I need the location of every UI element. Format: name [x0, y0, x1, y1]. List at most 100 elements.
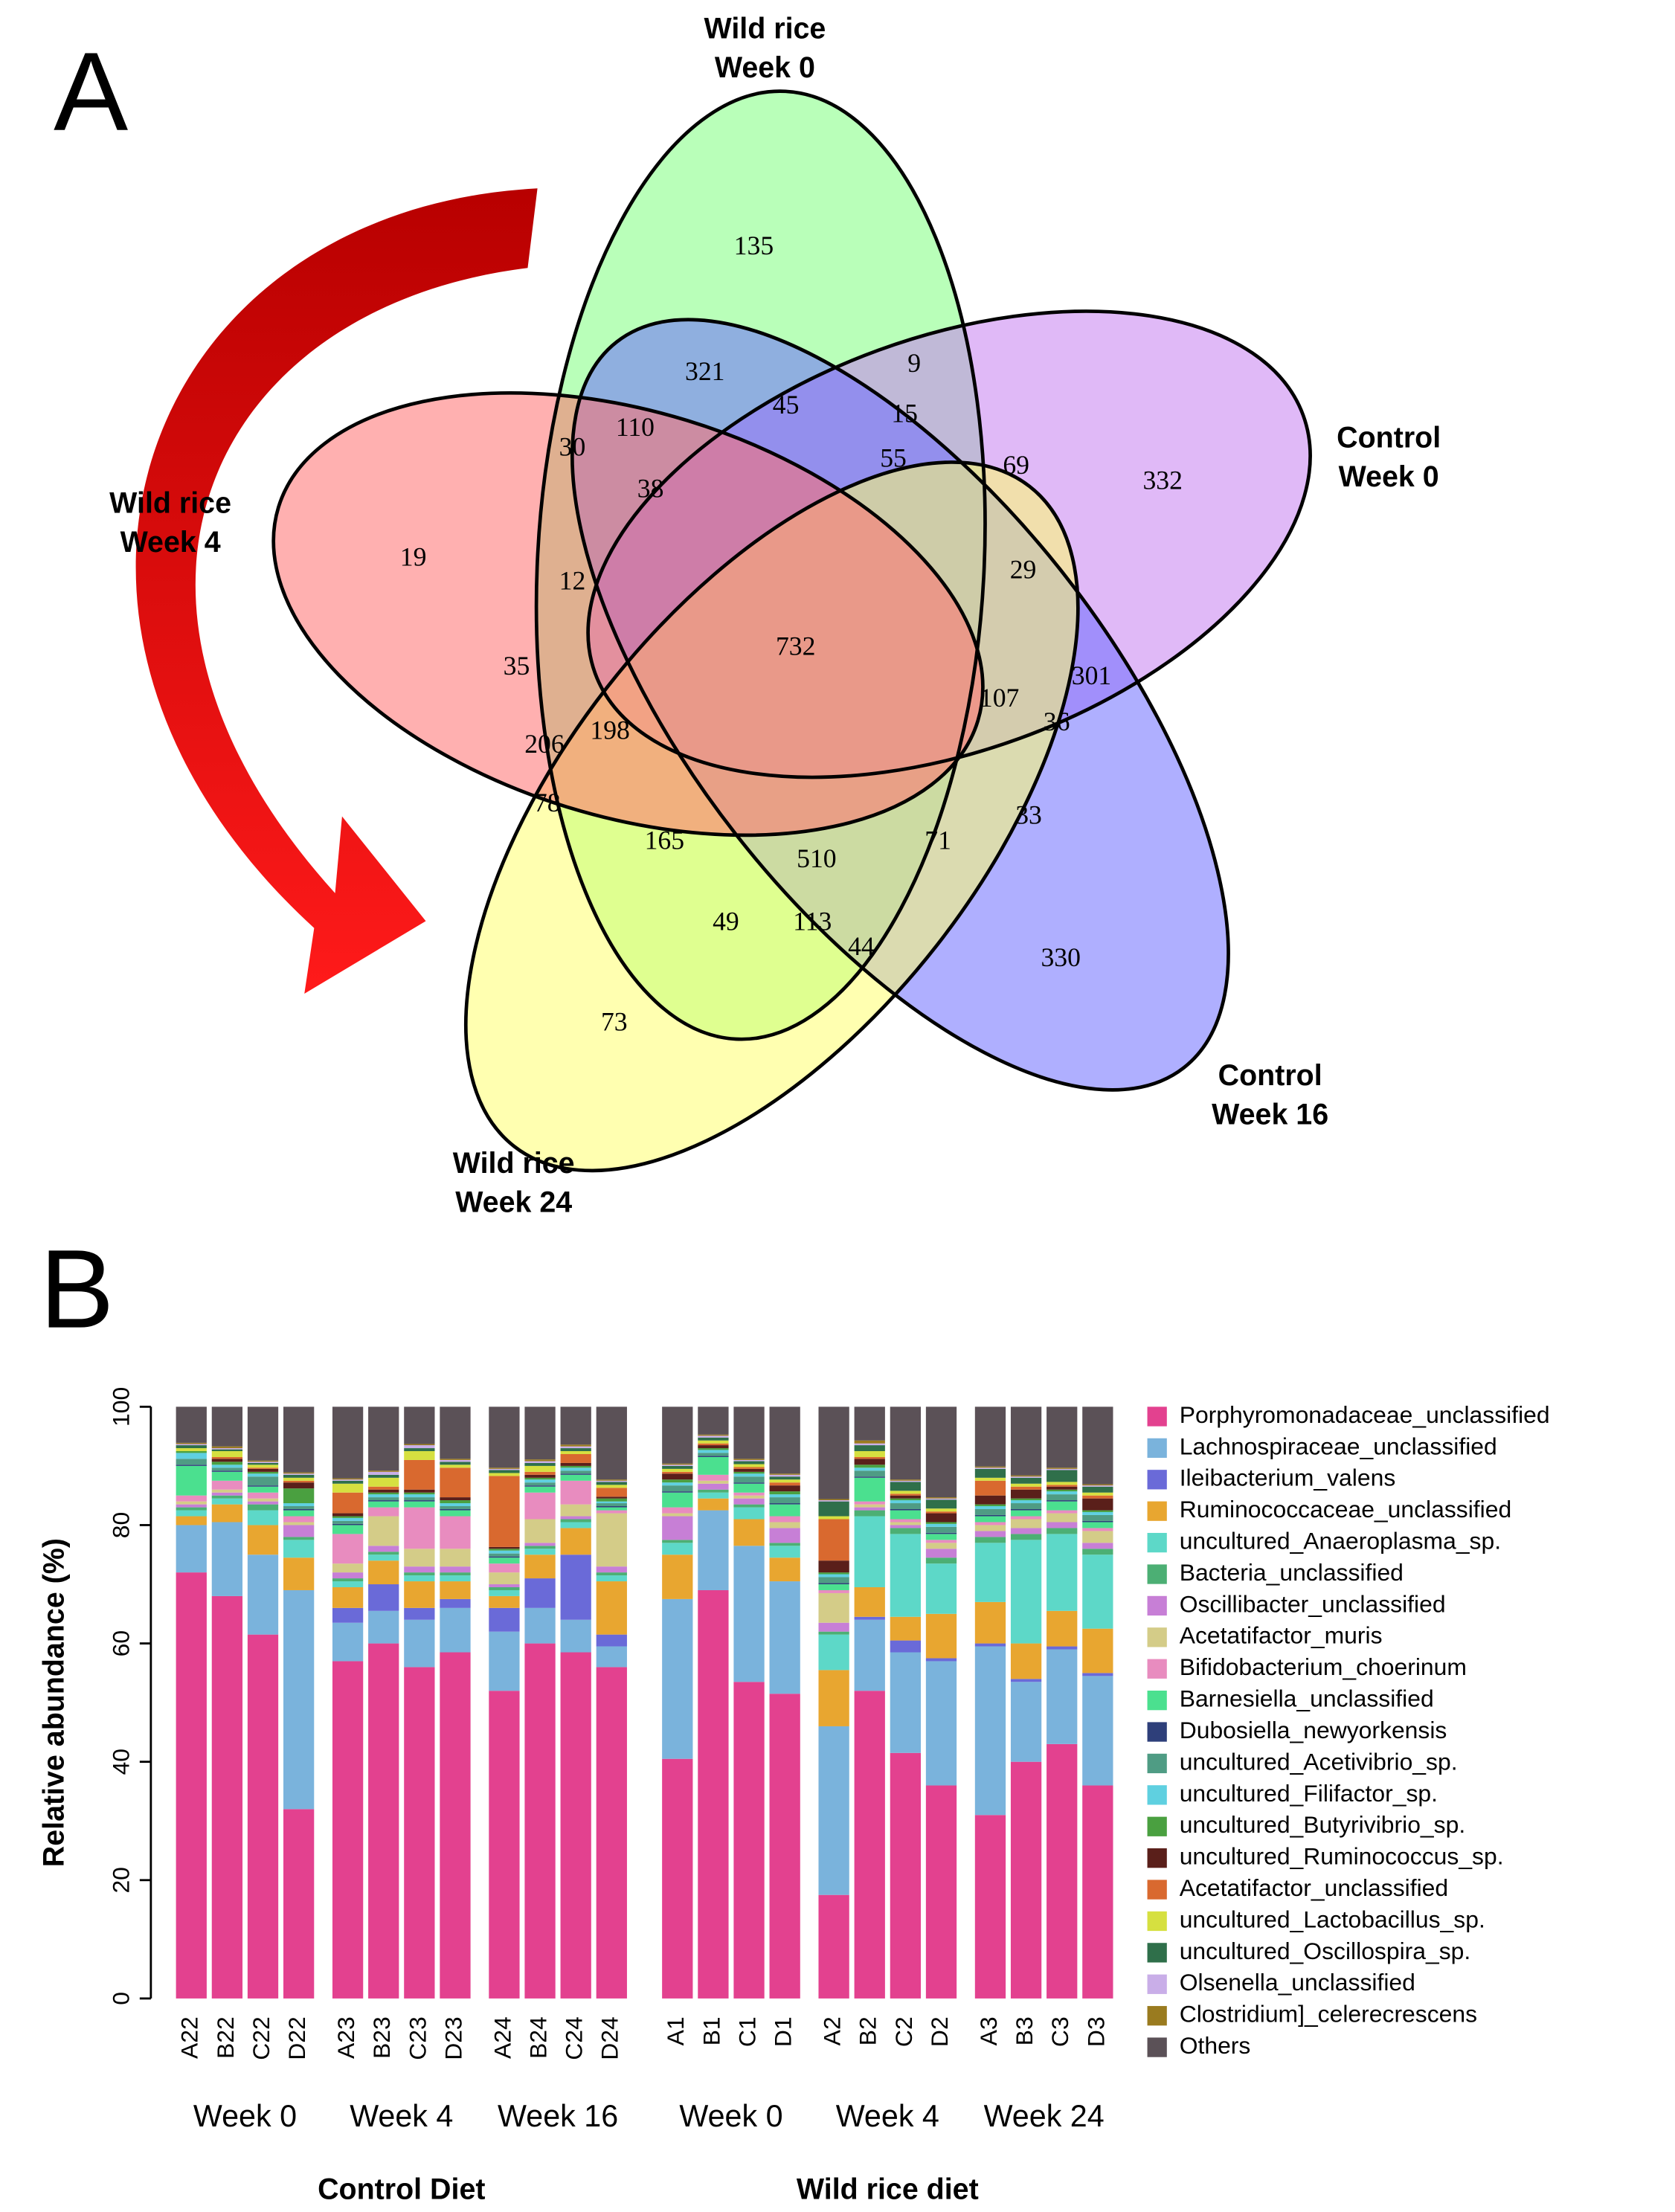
bar-segment	[283, 1477, 315, 1481]
bar-segment	[524, 1471, 556, 1475]
bar-segment	[733, 1504, 765, 1508]
bar-segment	[247, 1462, 279, 1463]
bar-segment	[1082, 1486, 1113, 1493]
diet-label: Wild rice diet	[797, 2173, 979, 2205]
bar-segment	[769, 1491, 800, 1495]
legend-label: uncultured_Butyrivibrio_sp.	[1180, 1811, 1465, 1838]
bar-segment	[818, 1631, 849, 1635]
bar-segment	[733, 1519, 765, 1546]
bar-segment	[925, 1785, 957, 1999]
bar-segment	[211, 1595, 243, 1999]
bar-segment	[733, 1482, 765, 1484]
bar-segment	[854, 1470, 885, 1477]
bar-segment	[489, 1631, 520, 1691]
bar-segment	[854, 1691, 885, 1999]
bar-segment	[769, 1494, 800, 1498]
bar-segment	[974, 1646, 1006, 1816]
bar-segment	[368, 1492, 399, 1495]
bar-segment	[524, 1462, 556, 1466]
bar-segment	[1047, 1482, 1078, 1485]
bar-segment	[818, 1572, 849, 1575]
bar-segment	[1010, 1528, 1042, 1534]
bar-segment	[404, 1492, 435, 1495]
bar-segment	[440, 1462, 471, 1465]
bar-segment	[176, 1451, 207, 1453]
bar-segment	[1010, 1761, 1042, 1999]
bar-segment	[698, 1445, 729, 1449]
bar-segment	[440, 1510, 471, 1517]
bar-segment	[283, 1809, 315, 1999]
set-outline	[271, 391, 985, 837]
bar-segment	[560, 1522, 591, 1528]
legend-label: Ruminococcaceae_unclassified	[1180, 1496, 1511, 1523]
bar-segment	[925, 1658, 957, 1662]
x-tick-label: D1	[770, 2016, 797, 2047]
bar-segment	[854, 1501, 885, 1505]
bar-segment	[368, 1486, 399, 1490]
bar-segment	[854, 1465, 885, 1468]
legend-label: uncultured_Anaeroplasma_sp.	[1180, 1528, 1501, 1554]
bar-segment	[560, 1519, 591, 1523]
bar-segment	[211, 1446, 243, 1449]
bar-segment	[662, 1543, 693, 1555]
region-count: 301	[1072, 660, 1111, 690]
bar-segment	[1010, 1516, 1042, 1520]
bar-segment	[596, 1482, 627, 1485]
bar-segment	[247, 1485, 279, 1487]
bar-segment	[596, 1506, 627, 1508]
bar-segment	[524, 1543, 556, 1546]
set-label: Wild rice	[109, 487, 231, 520]
set-outline	[586, 309, 1312, 779]
bar-segment	[769, 1485, 800, 1492]
bar-segment	[176, 1448, 207, 1452]
bar-segment	[818, 1583, 849, 1585]
bar-segment	[489, 1563, 520, 1573]
x-tick-label: C23	[404, 2016, 431, 2060]
bar-segment	[332, 1622, 364, 1662]
bar-segment	[769, 1503, 800, 1505]
bar-segment	[440, 1503, 471, 1507]
bar-segment	[489, 1473, 520, 1476]
bar-segment	[698, 1450, 729, 1453]
bar-segment	[890, 1519, 922, 1523]
bar-segment	[662, 1598, 693, 1759]
bar-segment	[211, 1456, 243, 1459]
bar-segment	[662, 1554, 693, 1599]
bar-segment	[890, 1510, 922, 1520]
bar-segment	[176, 1501, 207, 1505]
bar-segment	[662, 1491, 693, 1493]
bar-segment	[1010, 1519, 1042, 1528]
bar-segment	[211, 1449, 243, 1452]
bar-segment	[560, 1516, 591, 1520]
bar-segment	[974, 1508, 1006, 1515]
bar-segment	[211, 1495, 243, 1499]
bar-segment	[489, 1572, 520, 1585]
bar-segment	[211, 1522, 243, 1596]
x-tick-label: B23	[368, 2016, 395, 2059]
bar-segment	[1010, 1486, 1042, 1490]
bar-segment	[1047, 1500, 1078, 1502]
bar-segment	[1047, 1522, 1078, 1528]
bar-segment	[404, 1619, 435, 1668]
bar-segment	[854, 1456, 885, 1459]
bar-segment	[283, 1503, 315, 1507]
bar-segment	[489, 1467, 520, 1469]
bar-segment	[733, 1471, 765, 1474]
bar-segment	[176, 1444, 207, 1446]
bar-segment	[489, 1406, 520, 1468]
bar-segment	[818, 1519, 849, 1561]
bar-segment	[176, 1442, 207, 1444]
bar-segment	[769, 1528, 800, 1543]
bar-segment	[854, 1477, 885, 1502]
bar-segment	[769, 1474, 800, 1477]
bar-segment	[332, 1534, 364, 1564]
legend-label: uncultured_Acetivibrio_sp.	[1180, 1748, 1458, 1775]
set-outline	[464, 460, 1080, 1173]
bar-segment	[698, 1448, 729, 1450]
bar-segment	[440, 1581, 471, 1599]
region-count: 110	[616, 412, 655, 442]
bar-segment	[368, 1507, 399, 1517]
legend-swatch	[1147, 1785, 1167, 1805]
x-tick-label: D23	[440, 2016, 466, 2060]
bar-segment	[925, 1498, 957, 1500]
